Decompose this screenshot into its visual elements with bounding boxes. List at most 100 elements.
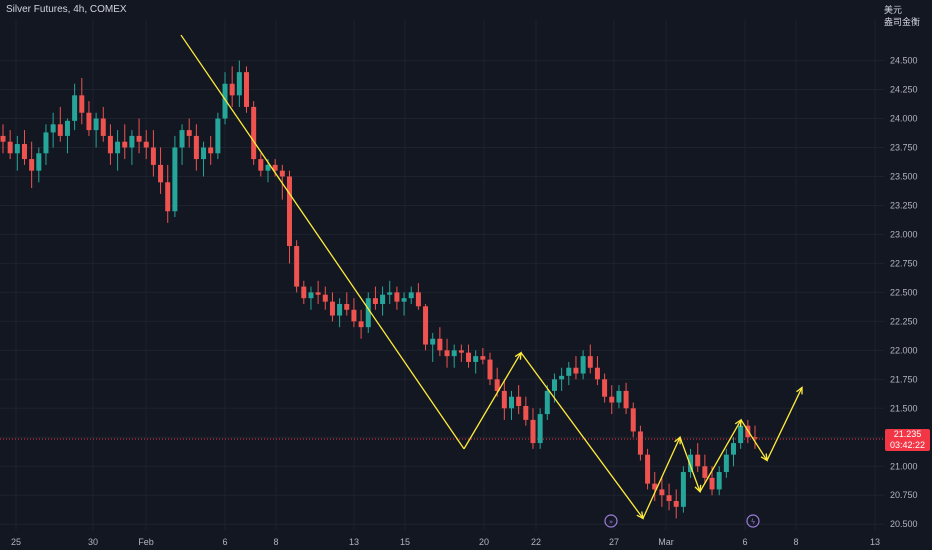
candle-body <box>201 147 207 160</box>
last-price-value: 21.235 <box>893 429 922 439</box>
x-tick-label: 6 <box>742 537 747 547</box>
candle-body <box>229 83 235 96</box>
candle-body <box>72 95 78 121</box>
candle-body <box>695 454 701 467</box>
zigzag-drawing <box>180 34 803 520</box>
candle-body <box>208 147 214 154</box>
candle-body <box>394 292 400 302</box>
candle-body <box>122 141 128 148</box>
candle-body <box>387 292 393 295</box>
candle-body <box>738 425 744 444</box>
candle-body <box>50 124 56 133</box>
zigzag-segment <box>642 437 681 519</box>
candle-body <box>408 292 414 299</box>
candle-body <box>458 350 464 353</box>
candle-body <box>265 164 271 171</box>
candle-body <box>594 367 600 380</box>
x-tick-label: Feb <box>138 537 154 547</box>
candle-body <box>573 367 579 374</box>
candle-body <box>93 118 99 131</box>
candle-body <box>165 182 171 212</box>
event-icons: » ϟ <box>604 514 760 528</box>
candle-body <box>258 159 264 171</box>
currency-label[interactable]: 美元 盎司金衡 <box>884 4 920 28</box>
symbol-title[interactable]: Silver Futures, 4h, COMEX <box>6 4 127 15</box>
candle-body <box>315 292 321 295</box>
candle-body <box>172 147 178 212</box>
svg-text:ϟ: ϟ <box>751 518 756 526</box>
candle-body <box>179 130 185 148</box>
y-tick-label: 24.250 <box>890 85 918 95</box>
candle-body <box>430 338 436 345</box>
x-tick-label: 13 <box>349 537 359 547</box>
currency: 美元 <box>883 5 902 15</box>
x-tick-label: 22 <box>531 537 541 547</box>
zigzag-segment <box>699 419 742 493</box>
x-tick-label: 15 <box>400 537 410 547</box>
y-tick-label: 23.750 <box>890 143 918 153</box>
candle-body <box>150 147 156 165</box>
y-tick-label: 21.000 <box>890 461 918 471</box>
candle-body <box>415 292 421 307</box>
candle-body <box>107 135 113 154</box>
y-tick-label: 22.500 <box>890 287 918 297</box>
candle-body <box>680 472 686 507</box>
x-tick-label: 8 <box>273 537 278 547</box>
candle-body <box>444 350 450 357</box>
candle-body <box>508 396 514 409</box>
candle-body <box>193 135 199 160</box>
candle-body <box>630 408 636 432</box>
grid-lines <box>0 20 884 530</box>
candle-body <box>236 72 242 96</box>
x-tick-label: 30 <box>88 537 98 547</box>
last-price-countdown: 03:42:22 <box>889 440 926 450</box>
zigzag-segment <box>766 387 803 461</box>
candle-body <box>702 466 708 478</box>
candle-body <box>423 306 429 345</box>
y-tick-label: 21.500 <box>890 403 918 413</box>
candle-body <box>437 338 443 351</box>
candle-body <box>652 483 658 490</box>
y-tick-label: 20.500 <box>890 519 918 529</box>
lightning-icon[interactable]: ϟ <box>746 514 760 528</box>
candle-body <box>365 298 371 328</box>
x-tick-label: 27 <box>609 537 619 547</box>
candle-body <box>723 454 729 473</box>
candle-body <box>530 419 536 444</box>
candle-body <box>616 390 622 403</box>
y-tick-label: 23.000 <box>890 229 918 239</box>
x-tick-label: 25 <box>11 537 21 547</box>
candle-body <box>322 294 328 302</box>
y-tick-label: 22.250 <box>890 316 918 326</box>
candle-body <box>21 144 27 160</box>
candle-body <box>587 356 593 368</box>
time-axis[interactable]: 25 30 Feb 6 8 13 15 20 22 27 Mar 6 8 13 <box>11 537 880 547</box>
candle-body <box>14 144 20 154</box>
price-axis[interactable]: 20.50020.75021.00021.25021.50021.75022.0… <box>890 56 918 530</box>
last-price-badge: 21.235 03:42:22 <box>885 429 930 451</box>
zigzag-segment <box>463 352 522 450</box>
y-tick-label: 24.500 <box>890 56 918 66</box>
candle-body <box>308 292 314 299</box>
y-tick-label: 21.750 <box>890 374 918 384</box>
y-tick-label: 22.750 <box>890 258 918 268</box>
candle-body <box>709 477 715 490</box>
x-tick-label: 13 <box>870 537 880 547</box>
candle-body <box>537 414 543 444</box>
candle-body <box>566 367 572 376</box>
candle-body <box>372 298 378 304</box>
y-tick-label: 23.500 <box>890 171 918 181</box>
candle-body <box>344 303 350 310</box>
x-tick-label: 8 <box>793 537 798 547</box>
candle-body <box>659 489 665 496</box>
y-tick-label: 23.250 <box>890 200 918 210</box>
candle-body <box>487 359 493 380</box>
candle-body <box>215 118 221 154</box>
candle-body <box>57 124 63 136</box>
dividend-icon[interactable]: » <box>604 514 618 528</box>
candle-body <box>666 495 672 502</box>
candle-body <box>731 443 737 455</box>
svg-text:»: » <box>609 518 613 526</box>
candle-body <box>358 321 364 328</box>
